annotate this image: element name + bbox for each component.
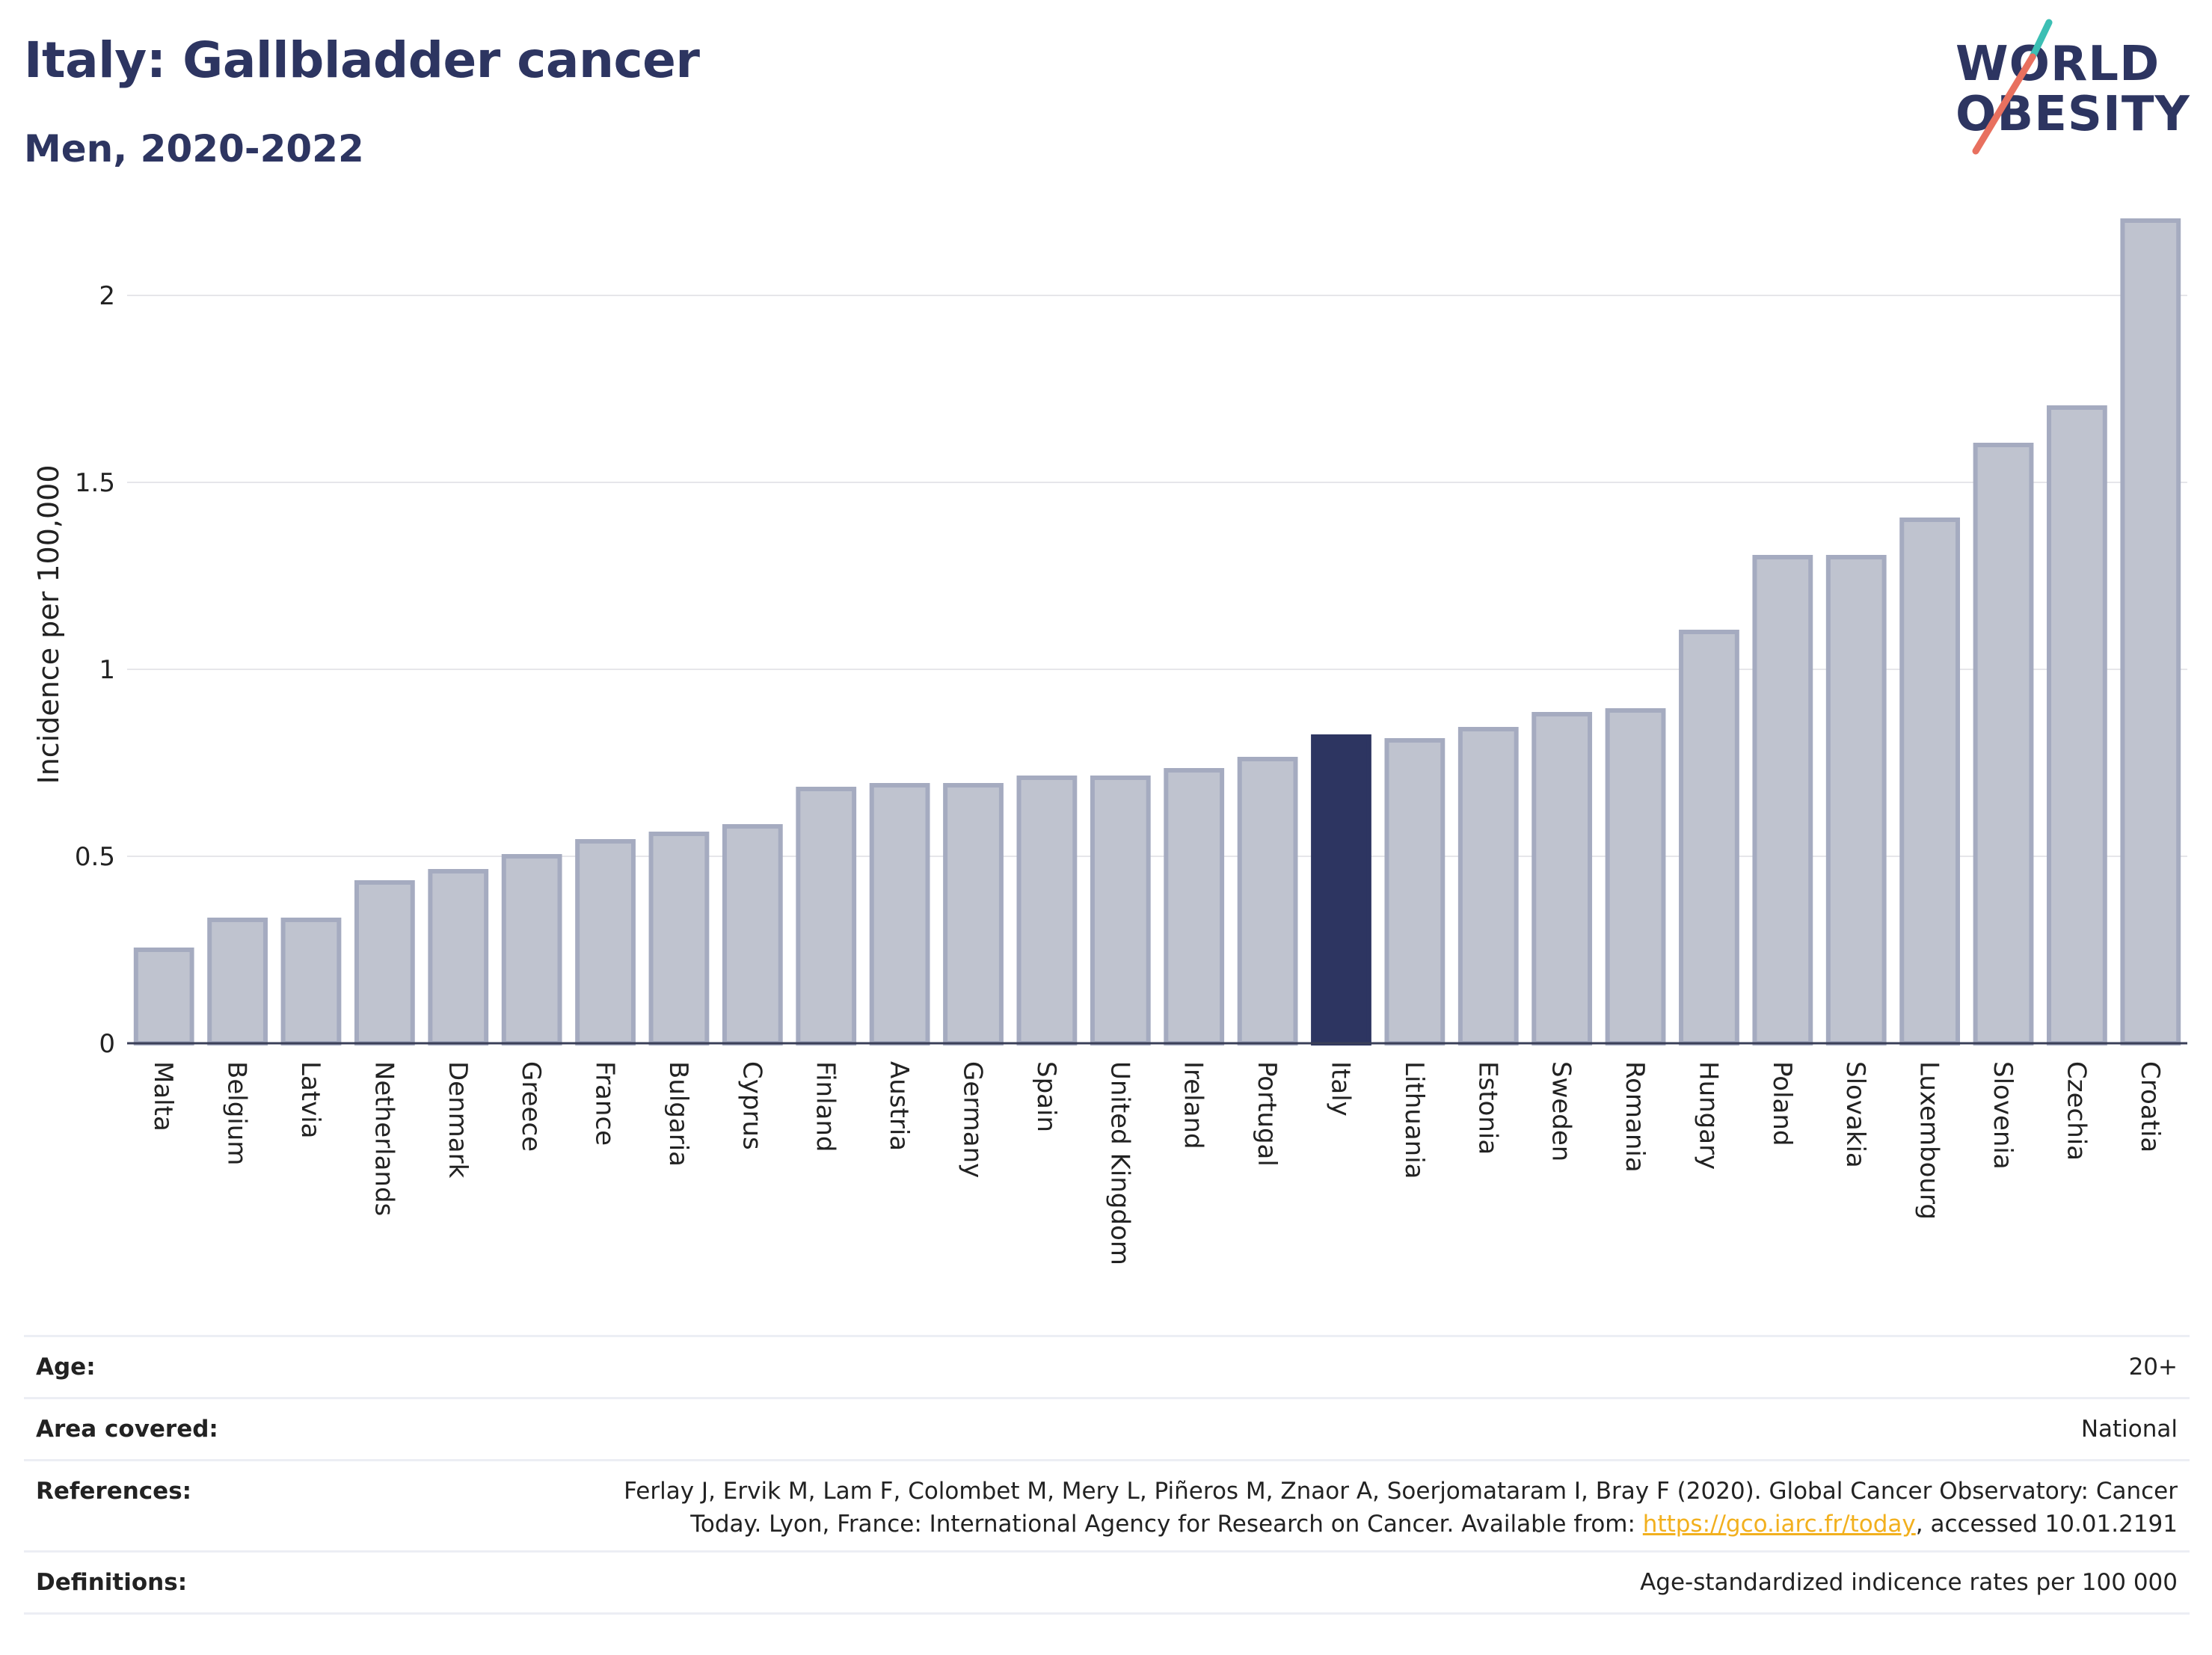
bar-netherlands bbox=[354, 880, 415, 1045]
bar-chart: 0 0.5 1 1.5 2 Malta Belgium Latvia Netherlands D… bbox=[32, 218, 2187, 1265]
x-tick-label: Estonia bbox=[1472, 1061, 1502, 1155]
bar-slovakia bbox=[1825, 555, 1887, 1045]
age-label: Age: bbox=[36, 1354, 96, 1381]
bar-romania bbox=[1605, 708, 1666, 1045]
bar-spain bbox=[1016, 776, 1078, 1045]
bar-bulgaria bbox=[648, 832, 710, 1045]
definitions-label: Definitions: bbox=[36, 1569, 188, 1596]
bar-portugal bbox=[1237, 757, 1298, 1045]
references-line-1: Ferlay J, Ervik M, Lam F, Colombet M, Me… bbox=[624, 1478, 2178, 1505]
x-tick-label: Luxembourg bbox=[1914, 1061, 1944, 1220]
x-tick-label: Romania bbox=[1620, 1061, 1650, 1173]
y-tick-labels: 0 0.5 1 1.5 2 bbox=[75, 281, 115, 1059]
bar-belgium bbox=[207, 918, 268, 1045]
bar-finland bbox=[796, 787, 857, 1045]
y-tick-label: 1.5 bbox=[75, 468, 115, 498]
bar-hungary bbox=[1679, 630, 1739, 1045]
info-row-age: Age: 20+ bbox=[24, 1335, 2190, 1397]
x-tick-label: Greece bbox=[516, 1061, 546, 1152]
bar-france bbox=[575, 839, 636, 1045]
references-value: Ferlay J, Ervik M, Lam F, Colombet M, Me… bbox=[624, 1475, 2178, 1541]
y-axis-title: Incidence per 100,000 bbox=[32, 464, 65, 784]
x-tick-labels: Malta Belgium Latvia Netherlands Denmark Gree… bbox=[148, 1061, 2165, 1265]
x-tick-label: Austria bbox=[884, 1061, 914, 1151]
chart-subtitle: Men, 2020-2022 bbox=[24, 127, 364, 171]
x-tick-label: Spain bbox=[1031, 1061, 1061, 1132]
info-row-area: Area covered: National bbox=[24, 1397, 2190, 1459]
x-tick-label: Bulgaria bbox=[663, 1061, 693, 1167]
x-tick-label: Slovenia bbox=[1988, 1061, 2018, 1170]
x-tick-label: Netherlands bbox=[369, 1061, 399, 1216]
age-value: 20+ bbox=[2128, 1354, 2178, 1381]
x-tick-label: Ireland bbox=[1179, 1061, 1208, 1149]
bar-croatia bbox=[2120, 218, 2181, 1045]
x-tick-label: Italy bbox=[1325, 1061, 1355, 1117]
bar-austria bbox=[869, 783, 930, 1045]
y-tick-label: 1 bbox=[99, 655, 115, 685]
info-row-references: References: Ferlay J, Ervik M, Lam F, Co… bbox=[24, 1459, 2190, 1550]
x-tick-label: Portugal bbox=[1252, 1061, 1282, 1167]
bar-lithuania bbox=[1384, 738, 1446, 1045]
x-tick-label: Denmark bbox=[443, 1061, 473, 1179]
world-obesity-logo: WORLD OBESITY bbox=[1944, 18, 2199, 160]
x-tick-label: Malta bbox=[148, 1061, 178, 1132]
y-tick-label: 0 bbox=[99, 1029, 115, 1059]
bar-estonia bbox=[1457, 727, 1519, 1045]
definitions-value: Age-standardized indicence rates per 100… bbox=[1640, 1569, 2178, 1596]
x-tick-label: Germany bbox=[958, 1061, 988, 1178]
x-tick-label: Lithuania bbox=[1399, 1061, 1429, 1179]
bar-germany bbox=[943, 783, 1004, 1045]
x-tick-label: Czechia bbox=[2061, 1061, 2091, 1161]
bar-poland bbox=[1752, 555, 1813, 1045]
bar-malta bbox=[133, 948, 194, 1045]
x-tick-label: Slovakia bbox=[1840, 1061, 1870, 1168]
info-table: Age: 20+ Area covered: National Referenc… bbox=[24, 1335, 2190, 1615]
x-tick-label: France bbox=[590, 1061, 620, 1146]
bar-cyprus bbox=[722, 824, 783, 1045]
bar-denmark bbox=[428, 869, 489, 1045]
bar-greece bbox=[501, 854, 562, 1045]
bar-luxembourg bbox=[1899, 518, 1961, 1045]
references-line-2-text: Today. Lyon, France: International Agenc… bbox=[690, 1511, 1643, 1538]
bar-slovenia bbox=[1973, 443, 2034, 1045]
bar-italy bbox=[1311, 734, 1371, 1045]
x-tick-label: Hungary bbox=[1693, 1061, 1723, 1170]
bars bbox=[133, 218, 2181, 1045]
x-tick-label: Sweden bbox=[1546, 1061, 1576, 1161]
references-line-2-suffix: , accessed 10.01.2191 bbox=[1915, 1511, 2178, 1538]
references-label: References: bbox=[36, 1478, 192, 1505]
area-value: National bbox=[2080, 1416, 2178, 1443]
logo-line-1: WORLD bbox=[1956, 37, 2160, 92]
bar-united-kingdom bbox=[1090, 776, 1151, 1045]
bar-sweden bbox=[1531, 712, 1593, 1045]
x-tick-label: Poland bbox=[1767, 1061, 1797, 1146]
logo-slash-icon bbox=[1972, 19, 2053, 155]
x-tick-label: Croatia bbox=[2135, 1061, 2165, 1152]
chart-title: Italy: Gallbladder cancer bbox=[24, 31, 700, 89]
x-tick-label: Cyprus bbox=[737, 1061, 766, 1150]
x-tick-label: Latvia bbox=[295, 1061, 325, 1139]
info-row-definitions: Definitions: Age-standardized indicence … bbox=[24, 1550, 2190, 1615]
y-tick-label: 0.5 bbox=[75, 842, 115, 872]
references-link[interactable]: https://gco.iarc.fr/today bbox=[1642, 1511, 1916, 1538]
area-label: Area covered: bbox=[36, 1416, 218, 1443]
bar-ireland bbox=[1164, 768, 1225, 1045]
bar-latvia bbox=[280, 918, 342, 1045]
x-tick-label: Belgium bbox=[222, 1061, 252, 1165]
x-tick-label: United Kingdom bbox=[1105, 1061, 1134, 1265]
bar-czechia bbox=[2047, 405, 2107, 1045]
y-tick-label: 2 bbox=[99, 281, 115, 311]
x-tick-label: Finland bbox=[811, 1061, 841, 1152]
references-line-2: Today. Lyon, France: International Agenc… bbox=[624, 1508, 2178, 1541]
